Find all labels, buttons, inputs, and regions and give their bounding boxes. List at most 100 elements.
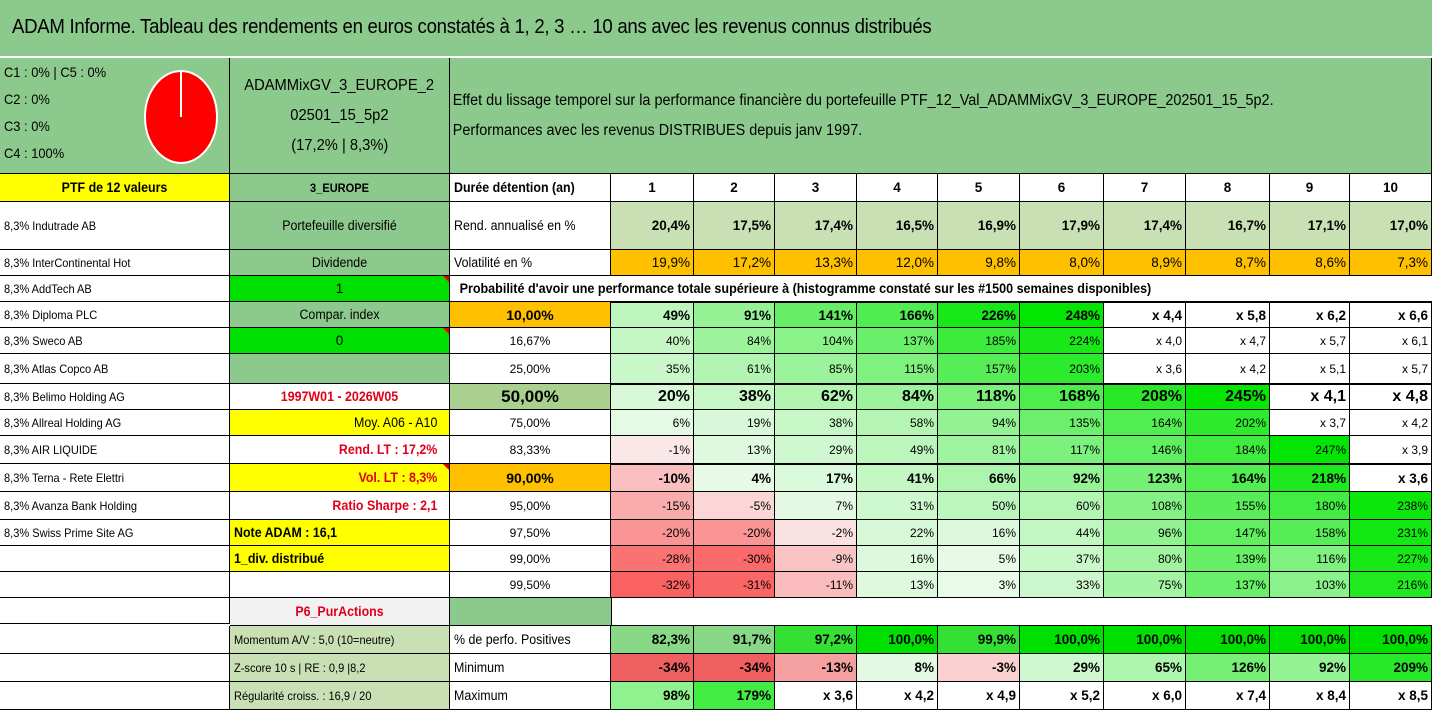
annualized-value: 17,4% bbox=[1104, 202, 1186, 250]
probability-value-text: 50% bbox=[991, 498, 1016, 513]
probability-value: 96% bbox=[1104, 520, 1186, 546]
probability-level-text: 75,00% bbox=[509, 415, 551, 430]
probability-value-text: x 5,7 bbox=[1401, 361, 1428, 376]
probability-level-text: 16,67% bbox=[509, 333, 551, 348]
year-header: 6 bbox=[1020, 174, 1104, 202]
probability-value-text: 227% bbox=[1397, 551, 1428, 566]
probability-value: 38% bbox=[694, 384, 775, 410]
holding-name-text: 8,3% Avanza Bank Holding bbox=[4, 498, 137, 513]
probability-value: 20% bbox=[611, 384, 694, 410]
year-header-text: 9 bbox=[1305, 180, 1314, 195]
volatility-value: 9,8% bbox=[938, 250, 1020, 276]
probability-value: 58% bbox=[857, 410, 938, 436]
info-cell-text: Ratio Sharpe : 2,1 bbox=[332, 498, 438, 513]
year-header: 4 bbox=[857, 174, 938, 202]
probability-value: -20% bbox=[694, 520, 775, 546]
max-value: 98% bbox=[611, 682, 694, 710]
probability-value: 227% bbox=[1350, 546, 1432, 572]
min-value: -34% bbox=[694, 654, 775, 682]
probability-value: x 6,2 bbox=[1270, 302, 1350, 328]
portfolio-name-line: (17,2% | 8,3%) bbox=[290, 136, 389, 154]
probability-value: x 3,6 bbox=[1104, 354, 1186, 384]
holding-name: 8,3% Avanza Bank Holding bbox=[0, 492, 230, 520]
positive-value: 100,0% bbox=[1104, 626, 1186, 654]
annualized-value-text: 20,4% bbox=[651, 218, 690, 233]
probability-value-text: 224% bbox=[1069, 333, 1100, 348]
info-cell: Ratio Sharpe : 2,1 bbox=[230, 492, 450, 520]
probability-value: 248% bbox=[1020, 302, 1104, 328]
probability-value: x 4,2 bbox=[1186, 354, 1270, 384]
probability-value-text: 81% bbox=[991, 442, 1016, 457]
probability-value-text: 116% bbox=[1316, 551, 1346, 566]
probability-value-text: 146% bbox=[1151, 442, 1182, 457]
probability-value: 6% bbox=[611, 410, 694, 436]
probability-value-text: x 5,8 bbox=[1235, 307, 1266, 323]
effect-text-line: Performances avec les revenus DISTRIBUES… bbox=[452, 121, 863, 139]
probability-value: 146% bbox=[1104, 436, 1186, 464]
probability-value-text: 218% bbox=[1311, 470, 1346, 486]
min-value-text: 29% bbox=[1072, 660, 1100, 675]
holding-name: 8,3% AddTech AB bbox=[0, 276, 230, 302]
probability-value-text: x 4,2 bbox=[1239, 361, 1266, 376]
probability-value: 37% bbox=[1020, 546, 1104, 572]
probability-value: 166% bbox=[857, 302, 938, 328]
probability-level-text: 10,00% bbox=[506, 306, 554, 323]
probability-title-text: Probabilité d'avoir une performance tota… bbox=[459, 281, 1152, 296]
bottom-indicator: Momentum A/V : 5,0 (10=neutre) bbox=[230, 626, 450, 654]
positive-value: 100,0% bbox=[1350, 626, 1432, 654]
probability-value: 50% bbox=[938, 492, 1020, 520]
min-value-text: -3% bbox=[991, 660, 1016, 675]
probability-value-text: -9% bbox=[831, 551, 853, 566]
year-header: 9 bbox=[1270, 174, 1350, 202]
info-cell-text: Portefeuille diversifié bbox=[282, 218, 397, 233]
holding-name: 8,3% Terna - Rete Elettri bbox=[0, 464, 230, 492]
probability-value-text: 184% bbox=[1235, 442, 1266, 457]
bottom-indicator-text: Momentum A/V : 5,0 (10=neutre) bbox=[234, 632, 395, 647]
effect-description: Effet du lissage temporel sur la perform… bbox=[450, 58, 1432, 174]
probability-value: 108% bbox=[1104, 492, 1186, 520]
probability-value-text: 17% bbox=[825, 470, 853, 486]
info-cell-text: Dividende bbox=[311, 255, 368, 270]
probability-value-text: x 4,4 bbox=[1151, 307, 1182, 323]
probability-value-text: x 4,0 bbox=[1155, 333, 1182, 348]
allocation-line: C3 : 0% bbox=[4, 118, 50, 134]
max-value: x 8,4 bbox=[1270, 682, 1350, 710]
probability-value-text: 4% bbox=[751, 470, 771, 486]
probability-value: 137% bbox=[857, 328, 938, 354]
positive-value-text: 100,0% bbox=[1300, 632, 1346, 647]
info-cell: 0 bbox=[230, 328, 450, 354]
annualized-value: 20,4% bbox=[611, 202, 694, 250]
probability-value: 49% bbox=[857, 436, 938, 464]
probability-value: 29% bbox=[775, 436, 857, 464]
volatility-value-text: 12,0% bbox=[895, 255, 934, 270]
min-value: -34% bbox=[611, 654, 694, 682]
max-value-text: 179% bbox=[736, 688, 771, 703]
probability-value: 22% bbox=[857, 520, 938, 546]
empty-cell bbox=[0, 626, 230, 654]
allocation-line: C2 : 0% bbox=[4, 91, 50, 107]
probability-value: -28% bbox=[611, 546, 694, 572]
probability-value-text: -5% bbox=[749, 498, 771, 513]
positive-value-text: 82,3% bbox=[651, 632, 690, 647]
info-cell-text: Moy. A06 - A10 bbox=[354, 415, 438, 430]
probability-value: 91% bbox=[694, 302, 775, 328]
volatility-value-text: 8,0% bbox=[1069, 255, 1100, 270]
volatility-value-text: 19,9% bbox=[651, 255, 690, 270]
positive-value-text: 100,0% bbox=[1382, 632, 1428, 647]
annualized-label: Rend. annualisé en % bbox=[450, 202, 611, 250]
volatility-value: 8,9% bbox=[1104, 250, 1186, 276]
probability-value-text: -20% bbox=[661, 525, 690, 540]
probability-level: 16,67% bbox=[450, 328, 611, 354]
probability-value-text: -20% bbox=[742, 525, 771, 540]
info-cell-text: Vol. LT : 8,3% bbox=[358, 470, 438, 485]
min-value-text: 8% bbox=[914, 660, 934, 675]
probability-value-text: 164% bbox=[1151, 415, 1182, 430]
probability-value: 164% bbox=[1186, 464, 1270, 492]
info-cell-text: Note ADAM : 16,1 bbox=[234, 525, 338, 540]
probability-value: 85% bbox=[775, 354, 857, 384]
probability-level: 25,00% bbox=[450, 354, 611, 384]
probability-level: 83,33% bbox=[450, 436, 611, 464]
probability-level: 75,00% bbox=[450, 410, 611, 436]
probability-value-text: 226% bbox=[981, 307, 1016, 323]
annualized-value: 17,4% bbox=[775, 202, 857, 250]
